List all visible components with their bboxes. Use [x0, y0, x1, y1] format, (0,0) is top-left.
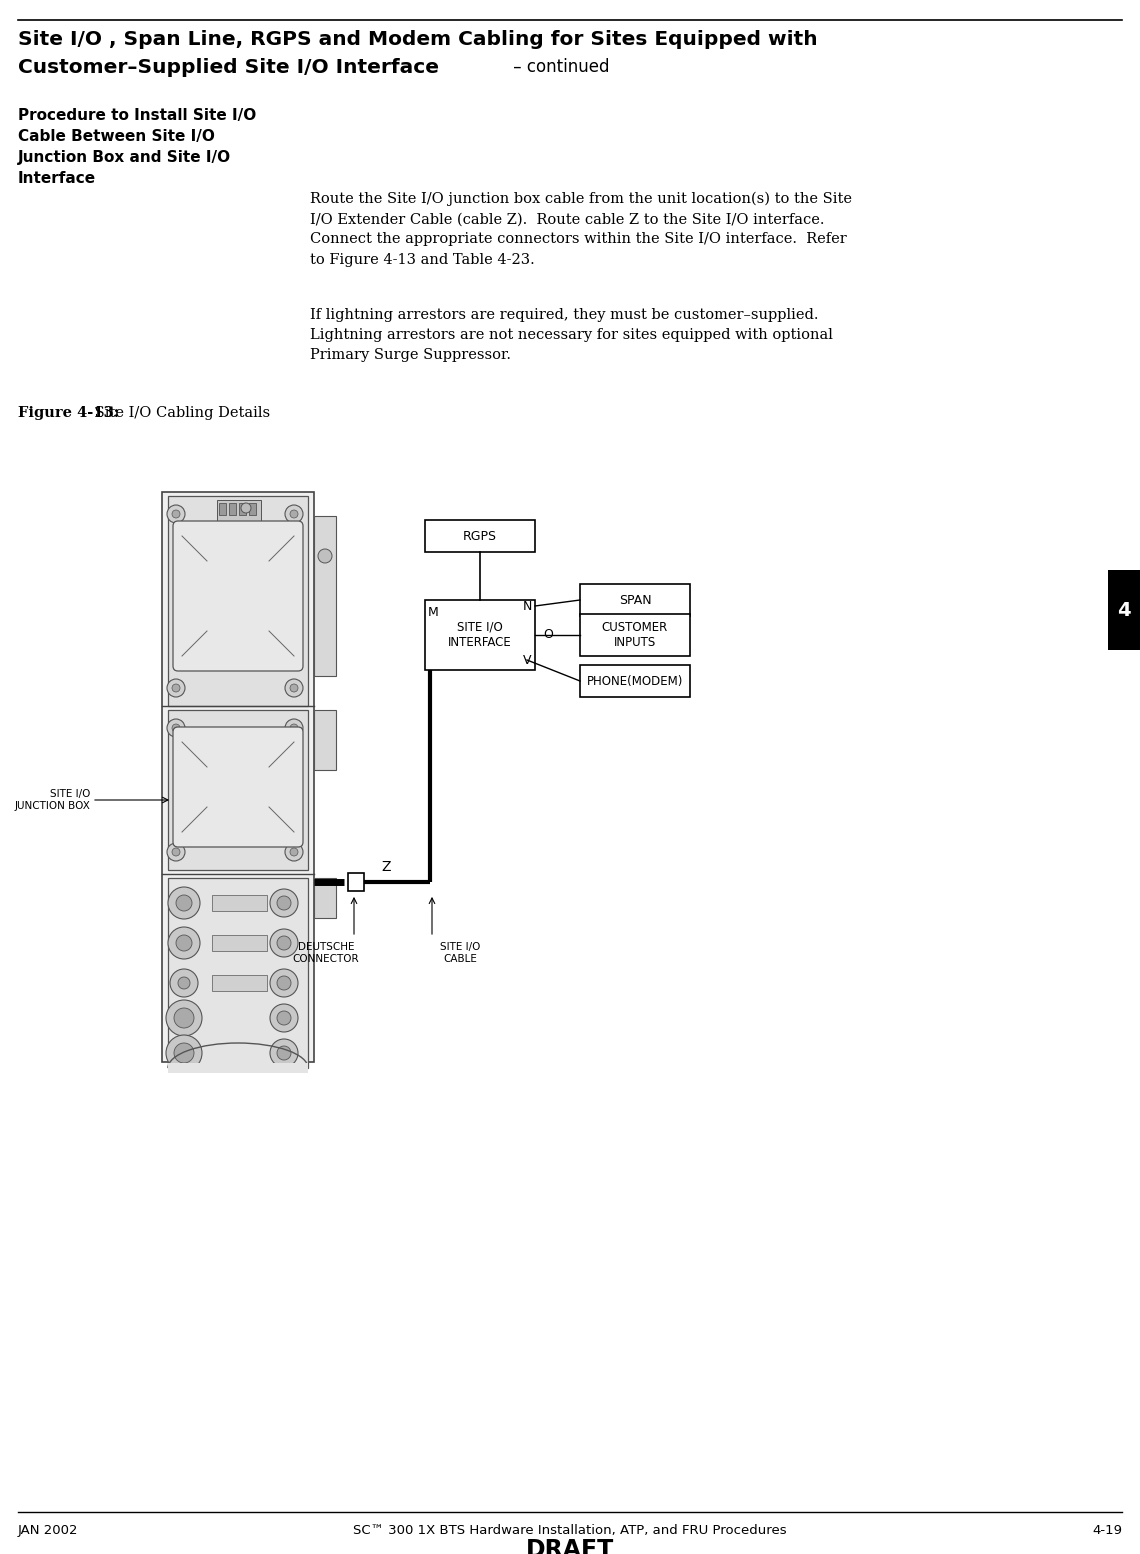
Text: PHONE(MODEM): PHONE(MODEM)	[587, 674, 683, 687]
Text: N: N	[522, 600, 531, 612]
Text: Procedure to Install Site I/O
Cable Between Site I/O
Junction Box and Site I/O
I: Procedure to Install Site I/O Cable Betw…	[18, 107, 256, 186]
Text: DRAFT: DRAFT	[526, 1538, 614, 1554]
Circle shape	[270, 970, 298, 998]
Bar	[168, 710, 308, 870]
Text: Z: Z	[381, 859, 391, 873]
Bar	[348, 873, 364, 890]
Circle shape	[277, 1046, 291, 1060]
Circle shape	[174, 1009, 194, 1029]
Circle shape	[170, 970, 198, 998]
Circle shape	[172, 510, 180, 517]
Bar	[168, 1063, 308, 1072]
Circle shape	[166, 1035, 202, 1071]
Text: SC™ 300 1X BTS Hardware Installation, ATP, and FRU Procedures: SC™ 300 1X BTS Hardware Installation, AT…	[353, 1524, 787, 1537]
Text: Route the Site I/O junction box cable from the unit location(s) to the Site
I/O : Route the Site I/O junction box cable fr…	[310, 193, 852, 267]
Text: – continued: – continued	[508, 57, 610, 76]
Circle shape	[172, 684, 180, 692]
Bar	[425, 600, 535, 670]
Circle shape	[270, 1004, 298, 1032]
Text: SITE I/O
JUNCTION BOX: SITE I/O JUNCTION BOX	[14, 789, 90, 811]
Bar	[168, 496, 308, 706]
Circle shape	[285, 842, 303, 861]
Circle shape	[277, 1012, 291, 1026]
Circle shape	[166, 842, 185, 861]
Text: RGPS: RGPS	[463, 530, 497, 542]
Bar	[168, 878, 308, 1068]
Bar	[212, 895, 267, 911]
Circle shape	[285, 720, 303, 737]
Circle shape	[172, 848, 180, 856]
Text: SITE I/O
INTERFACE: SITE I/O INTERFACE	[448, 622, 512, 650]
FancyBboxPatch shape	[173, 521, 303, 671]
Bar	[314, 878, 336, 918]
Circle shape	[270, 889, 298, 917]
Bar	[314, 710, 336, 769]
Circle shape	[168, 928, 199, 959]
Circle shape	[285, 505, 303, 524]
Text: V: V	[523, 654, 531, 667]
Text: SITE I/O
CABLE: SITE I/O CABLE	[440, 942, 480, 963]
Bar	[425, 521, 535, 552]
Circle shape	[172, 724, 180, 732]
Text: If lightning arrestors are required, they must be customer–supplied.
Lightning a: If lightning arrestors are required, the…	[310, 308, 833, 362]
Text: Figure 4-13:: Figure 4-13:	[18, 406, 119, 420]
Circle shape	[290, 510, 298, 517]
Circle shape	[290, 848, 298, 856]
Text: Site I/O , Span Line, RGPS and Modem Cabling for Sites Equipped with: Site I/O , Span Line, RGPS and Modem Cab…	[18, 30, 817, 50]
Bar	[314, 516, 336, 676]
Circle shape	[270, 929, 298, 957]
Circle shape	[277, 936, 291, 949]
Circle shape	[166, 1001, 202, 1037]
Text: CUSTOMER
INPUTS: CUSTOMER INPUTS	[602, 622, 668, 650]
Circle shape	[166, 679, 185, 698]
Circle shape	[178, 977, 190, 988]
Circle shape	[285, 679, 303, 698]
FancyBboxPatch shape	[173, 727, 303, 847]
Bar	[212, 936, 267, 951]
Bar	[212, 974, 267, 991]
Circle shape	[166, 505, 185, 524]
Circle shape	[290, 724, 298, 732]
Text: SPAN: SPAN	[619, 594, 651, 606]
Circle shape	[176, 936, 192, 951]
Circle shape	[176, 895, 192, 911]
Circle shape	[241, 503, 251, 513]
Text: Site I/O Cabling Details: Site I/O Cabling Details	[90, 406, 270, 420]
Bar	[219, 503, 226, 514]
Bar	[1108, 570, 1140, 650]
Text: M: M	[428, 606, 439, 618]
Text: Customer–Supplied Site I/O Interface: Customer–Supplied Site I/O Interface	[18, 57, 439, 78]
Text: 4-19: 4-19	[1092, 1524, 1122, 1537]
Bar	[229, 503, 236, 514]
Text: JAN 2002: JAN 2002	[18, 1524, 79, 1537]
Circle shape	[166, 720, 185, 737]
Circle shape	[174, 1043, 194, 1063]
Text: DEUTSCHE
CONNECTOR: DEUTSCHE CONNECTOR	[293, 942, 359, 963]
Text: 4: 4	[1117, 600, 1131, 620]
Circle shape	[318, 549, 332, 563]
Bar	[249, 503, 256, 514]
Bar	[162, 493, 314, 1061]
Bar	[217, 500, 261, 522]
Circle shape	[168, 887, 199, 918]
Circle shape	[290, 684, 298, 692]
Circle shape	[277, 976, 291, 990]
Bar	[239, 503, 246, 514]
Bar	[580, 584, 690, 615]
Bar	[580, 614, 690, 656]
Circle shape	[270, 1040, 298, 1068]
Circle shape	[277, 897, 291, 911]
Bar	[580, 665, 690, 698]
Text: O: O	[543, 628, 553, 642]
